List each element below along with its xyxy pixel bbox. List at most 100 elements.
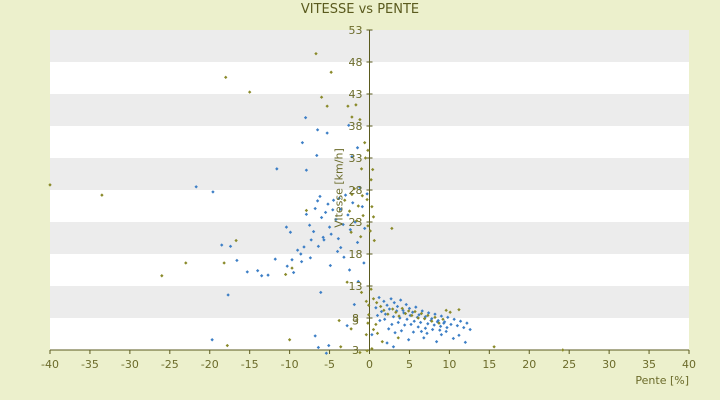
- data-point-blue: [228, 244, 233, 249]
- data-point-blue: [404, 302, 408, 307]
- data-point-olive: [437, 321, 441, 325]
- x-tick-label: 40: [682, 358, 696, 371]
- plot-points: [48, 51, 565, 355]
- data-point-olive: [100, 193, 104, 197]
- data-point-blue: [342, 255, 346, 259]
- data-point-blue: [432, 323, 436, 327]
- data-point-blue: [360, 204, 365, 209]
- data-point-olive: [374, 322, 378, 327]
- data-point-blue: [442, 321, 446, 325]
- data-point-olive: [352, 187, 357, 191]
- data-point-blue: [458, 319, 463, 323]
- data-point-blue: [356, 279, 361, 284]
- data-point-olive: [400, 306, 404, 311]
- y-tick-label: 3: [352, 344, 359, 357]
- data-point-blue: [326, 202, 330, 206]
- data-point-blue: [423, 326, 428, 330]
- x-tick-label: -5: [324, 358, 335, 371]
- data-point-blue: [398, 298, 403, 302]
- data-point-olive: [380, 339, 384, 344]
- data-point-blue: [315, 128, 320, 132]
- data-point-olive: [283, 272, 288, 277]
- data-point-blue: [439, 332, 444, 337]
- data-point-blue: [407, 306, 412, 311]
- data-point-blue: [365, 192, 369, 196]
- data-point-blue: [352, 302, 357, 307]
- data-point-olive: [48, 183, 52, 187]
- y-tick-label: 48: [349, 56, 363, 69]
- data-point-blue: [295, 248, 300, 252]
- y-tick-label: 38: [349, 120, 363, 133]
- data-point-olive: [382, 308, 386, 313]
- data-point-olive: [247, 90, 252, 94]
- data-point-blue: [329, 232, 333, 236]
- x-tick-label: -20: [201, 358, 219, 371]
- x-tick-label: 5: [406, 358, 413, 371]
- data-point-blue: [331, 208, 335, 212]
- data-point-blue: [302, 245, 306, 249]
- x-tick-label: 15: [482, 358, 496, 371]
- x-tick-label: 0: [366, 358, 373, 371]
- data-point-blue: [387, 307, 392, 311]
- data-point-blue: [375, 313, 380, 318]
- y-tick-label: 43: [349, 88, 363, 101]
- data-point-blue: [309, 238, 313, 242]
- data-point-blue: [420, 309, 424, 313]
- data-point-blue: [374, 306, 378, 310]
- data-point-olive: [365, 197, 369, 202]
- data-point-olive: [325, 104, 329, 108]
- data-point-olive: [224, 75, 228, 80]
- data-point-olive: [363, 140, 367, 145]
- data-point-olive: [386, 312, 390, 316]
- data-point-blue: [319, 215, 324, 220]
- data-point-blue: [337, 196, 341, 201]
- y-tick-label: 3: [352, 315, 359, 328]
- data-point-blue: [452, 317, 456, 321]
- y-tick-label: 18: [349, 248, 363, 261]
- data-point-blue: [220, 243, 224, 247]
- data-point-blue: [339, 207, 343, 211]
- data-point-blue: [345, 323, 349, 328]
- data-point-blue: [451, 336, 456, 341]
- data-point-olive: [349, 327, 353, 331]
- y-tick-label: 8: [352, 312, 359, 325]
- y-axis-label: Vitesse [km/h]: [333, 148, 346, 228]
- data-point-blue: [391, 345, 396, 349]
- data-point-blue: [245, 270, 249, 274]
- data-point-olive: [329, 70, 333, 74]
- data-point-olive: [369, 287, 373, 291]
- data-point-olive: [444, 308, 448, 313]
- data-point-blue: [444, 329, 448, 334]
- data-point-blue: [299, 259, 304, 264]
- data-point-olive: [422, 316, 427, 321]
- data-point-blue: [304, 168, 309, 172]
- data-point-olive: [347, 209, 352, 213]
- data-point-blue: [430, 327, 435, 332]
- data-point-blue: [288, 230, 293, 234]
- data-point-blue: [358, 185, 362, 190]
- data-point-blue: [457, 333, 461, 337]
- data-point-olive: [349, 230, 353, 234]
- data-point-blue: [411, 330, 416, 334]
- data-point-olive: [361, 213, 365, 218]
- data-point-olive: [350, 192, 354, 197]
- data-point-blue: [426, 322, 430, 326]
- data-point-blue: [362, 261, 366, 265]
- data-point-blue: [351, 201, 355, 205]
- data-point-blue: [300, 140, 305, 145]
- data-point-blue: [343, 193, 348, 197]
- data-point-blue: [341, 222, 345, 227]
- data-point-blue: [334, 217, 338, 222]
- data-point-blue: [350, 155, 354, 159]
- data-point-olive: [356, 204, 361, 208]
- data-point-blue: [370, 332, 374, 337]
- data-point-olive: [371, 297, 376, 301]
- data-point-olive: [160, 274, 164, 278]
- data-point-blue: [392, 300, 396, 305]
- data-point-blue: [382, 317, 387, 321]
- x-tick-label: -30: [121, 358, 139, 371]
- x-tick-label: 35: [642, 358, 656, 371]
- data-point-blue: [433, 312, 437, 316]
- data-point-olive: [360, 194, 365, 198]
